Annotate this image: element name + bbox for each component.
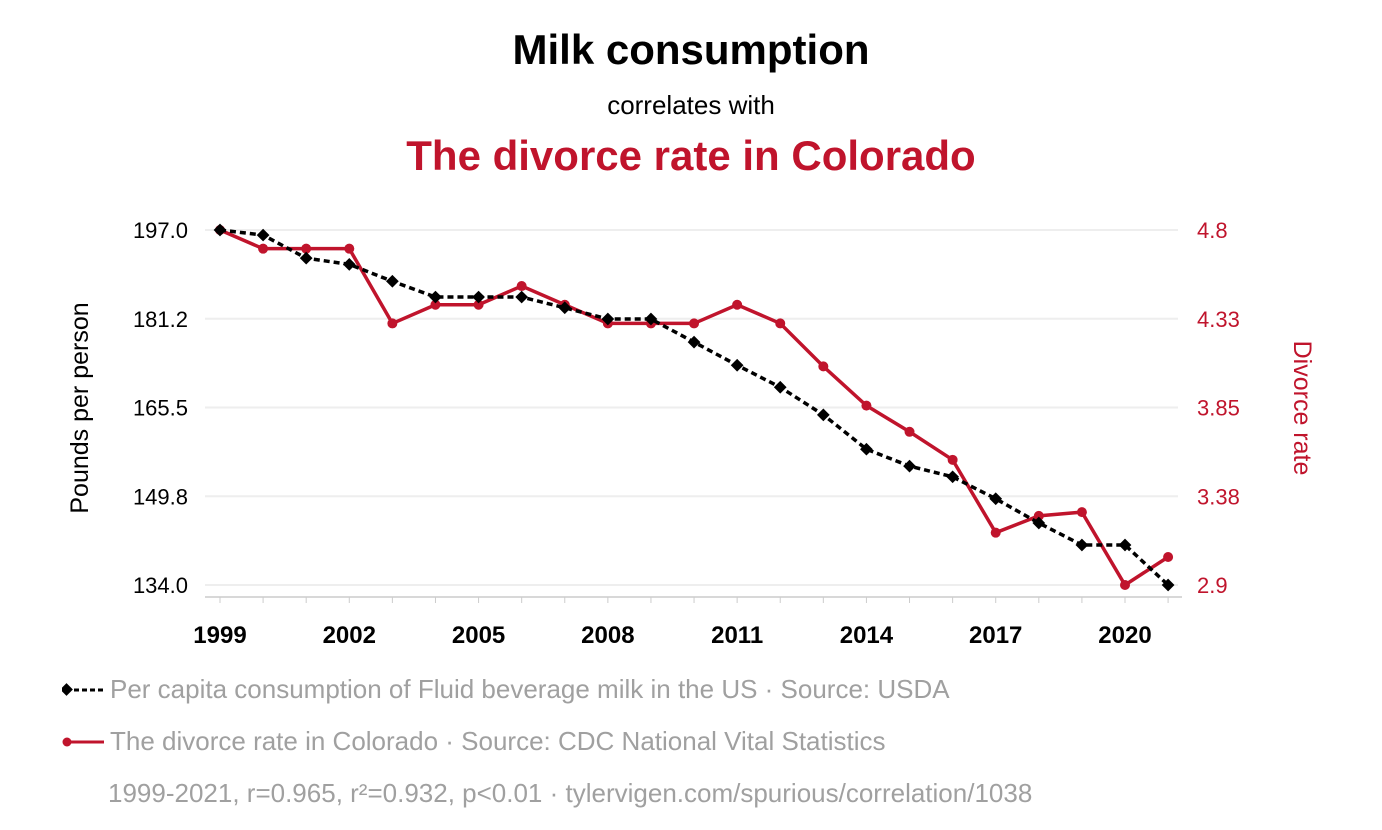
legend-item-divorce: The divorce rate in Colorado · Source: C… <box>62 726 886 757</box>
divorce-point <box>689 318 700 329</box>
y2-tick-label: 4.33 <box>1197 307 1240 332</box>
milk-point <box>773 380 787 394</box>
divorce-point <box>990 527 1001 538</box>
x-tick-label: 2011 <box>711 622 763 649</box>
milk-point <box>342 258 356 271</box>
divorce-point <box>387 318 398 329</box>
divorce-point <box>775 318 786 329</box>
divorce-point <box>904 426 915 437</box>
chart-title-secondary: The divorce rate in Colorado <box>406 132 976 179</box>
chart-footer: 1999-2021, r=0.965, r²=0.932, p<0.01 · t… <box>108 778 1033 808</box>
y2-tick-label: 2.9 <box>1197 573 1228 598</box>
divorce-point <box>258 243 269 254</box>
y2-tick-label: 4.8 <box>1197 218 1228 243</box>
y2-tick-label: 3.38 <box>1197 484 1240 509</box>
divorce-point <box>1120 580 1130 590</box>
divorce-point <box>344 243 355 254</box>
milk-point <box>946 470 959 484</box>
legend-item-milk: Per capita consumption of Fluid beverage… <box>62 674 950 705</box>
milk-point <box>213 223 227 237</box>
x-tick-label: 2002 <box>323 622 376 649</box>
y-tick-label: 181.2 <box>133 307 188 332</box>
divorce-point <box>473 299 484 310</box>
milk-point <box>472 290 485 304</box>
divorce-point <box>732 299 743 310</box>
y-tick-label: 197.0 <box>133 218 188 243</box>
milk-point <box>687 335 701 349</box>
x-tick-label: 2017 <box>969 622 1022 649</box>
x-tick-label: 2020 <box>1098 622 1151 649</box>
chart-title: Milk consumption <box>512 26 870 73</box>
divorce-point <box>516 281 527 292</box>
y-tick-label: 149.8 <box>133 484 188 509</box>
divorce-point <box>301 243 312 254</box>
x-tick-label: 2005 <box>452 622 505 649</box>
divorce-point <box>1163 551 1174 562</box>
milk-point <box>515 290 529 304</box>
divorce-point <box>861 400 872 411</box>
y-tick-label: 165.5 <box>133 396 188 421</box>
legend-label-milk: Per capita consumption of Fluid beverage… <box>110 674 950 704</box>
legend-milk-icon <box>62 682 104 696</box>
milk-point <box>903 459 916 473</box>
milk-point <box>429 290 442 304</box>
x-tick-label: 2008 <box>581 622 634 649</box>
divorce-point <box>818 361 829 372</box>
divorce-point <box>430 299 441 310</box>
chart-subtitle: correlates with <box>607 90 775 120</box>
divorce-point <box>947 454 958 465</box>
milk-point <box>730 358 744 372</box>
milk-point <box>816 408 830 422</box>
x-tick-label: 1999 <box>193 622 246 649</box>
milk-point <box>299 251 313 265</box>
legend-label-divorce: The divorce rate in Colorado · Source: C… <box>110 726 886 756</box>
milk-point <box>256 228 270 242</box>
y-axis-label: Pounds per person <box>66 302 94 513</box>
y2-tick-label: 3.85 <box>1197 396 1240 421</box>
milk-point <box>386 274 399 288</box>
legend-divorce-icon <box>62 737 104 746</box>
milk-point <box>1075 538 1089 552</box>
y2-axis-label: Divorce rate <box>1288 341 1316 476</box>
x-tick-label: 2014 <box>840 622 894 649</box>
y-tick-label: 134.0 <box>133 573 188 598</box>
divorce-point <box>1076 507 1087 518</box>
divorce-point <box>1033 510 1044 521</box>
